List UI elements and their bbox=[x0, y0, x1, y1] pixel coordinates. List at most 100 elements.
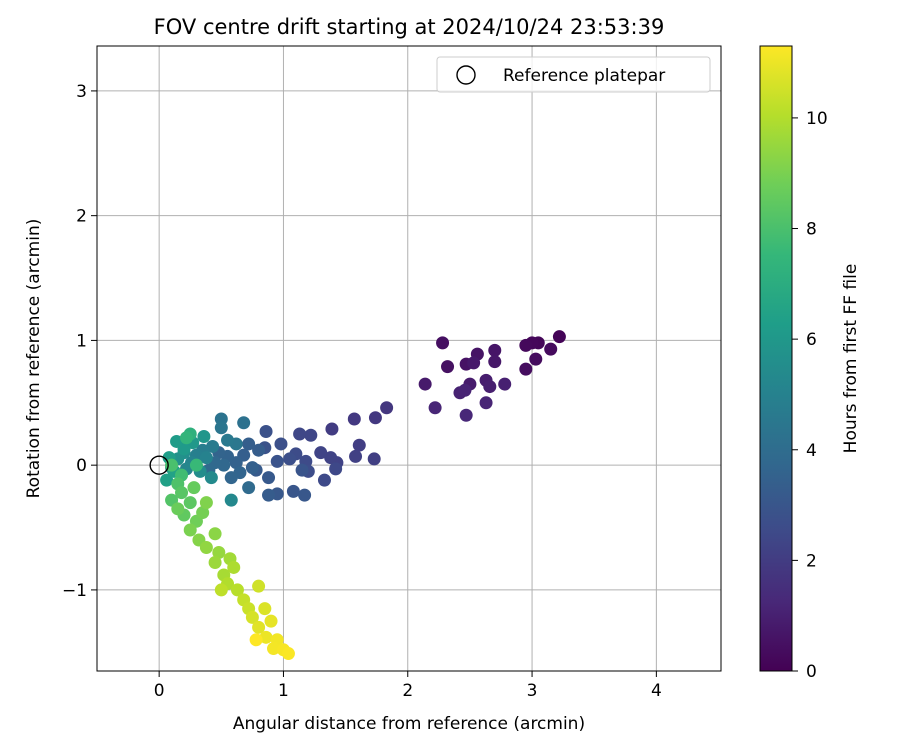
x-axis-ticks: 0 1 2 3 4 bbox=[154, 671, 662, 701]
data-point bbox=[230, 583, 244, 597]
data-point bbox=[418, 377, 432, 391]
data-point bbox=[428, 401, 442, 415]
colorbar-tick-label: 0 bbox=[806, 662, 817, 682]
data-point bbox=[183, 496, 197, 510]
data-point bbox=[170, 434, 184, 448]
data-point bbox=[458, 383, 472, 397]
data-point bbox=[329, 462, 343, 476]
colorbar-ticks: 0 2 4 6 8 10 bbox=[792, 109, 828, 682]
data-point bbox=[352, 438, 366, 452]
data-point bbox=[175, 486, 189, 500]
x-tick-label: 4 bbox=[651, 681, 662, 701]
colorbar: 0 2 4 6 8 10 Hours from first FF file bbox=[759, 45, 861, 682]
colorbar-frame bbox=[759, 45, 793, 672]
data-point bbox=[199, 451, 213, 465]
y-tick-label: 1 bbox=[76, 331, 87, 351]
data-point bbox=[488, 355, 502, 369]
data-point bbox=[467, 356, 481, 370]
data-point bbox=[214, 421, 228, 435]
data-point bbox=[498, 377, 512, 391]
scatter-points bbox=[160, 330, 566, 661]
data-point bbox=[252, 579, 266, 593]
data-point bbox=[189, 458, 203, 472]
y-tick-label: 0 bbox=[76, 456, 87, 476]
data-point bbox=[281, 647, 295, 661]
data-point bbox=[264, 614, 278, 628]
data-point bbox=[183, 523, 197, 537]
data-point bbox=[199, 540, 213, 554]
data-point bbox=[483, 380, 497, 394]
data-point bbox=[368, 411, 382, 425]
colorbar-fill bbox=[760, 46, 792, 671]
colorbar-tick-label: 2 bbox=[806, 551, 817, 571]
data-point bbox=[242, 437, 256, 451]
data-point bbox=[274, 437, 288, 451]
data-point bbox=[349, 449, 363, 463]
plot-frame bbox=[96, 45, 722, 672]
data-point bbox=[160, 473, 174, 487]
data-point bbox=[347, 412, 361, 426]
data-point bbox=[436, 336, 450, 350]
data-point bbox=[171, 502, 185, 516]
data-point bbox=[325, 422, 339, 436]
x-axis-label: Angular distance from reference (arcmin) bbox=[233, 714, 585, 734]
data-point bbox=[380, 401, 394, 415]
y-tick-label: 2 bbox=[76, 207, 87, 227]
reference-platepar-marker bbox=[149, 455, 169, 475]
data-point bbox=[298, 488, 312, 502]
data-point bbox=[197, 429, 211, 443]
data-point bbox=[262, 488, 276, 502]
data-point bbox=[286, 484, 300, 498]
data-point bbox=[204, 471, 218, 485]
data-point bbox=[314, 446, 328, 460]
data-point bbox=[227, 560, 241, 574]
data-point bbox=[367, 452, 381, 466]
legend-label-reference-platepar: Reference platepar bbox=[503, 66, 665, 86]
data-point bbox=[258, 602, 272, 616]
data-point bbox=[529, 352, 543, 366]
data-point bbox=[245, 610, 259, 624]
data-point bbox=[267, 642, 281, 656]
data-point bbox=[262, 471, 276, 485]
data-point bbox=[206, 439, 220, 453]
colorbar-tick-label: 4 bbox=[806, 441, 817, 461]
data-point bbox=[221, 433, 235, 447]
data-point bbox=[242, 481, 256, 495]
data-point bbox=[237, 416, 251, 430]
data-point bbox=[245, 461, 259, 475]
y-axis-label: Rotation from reference (arcmin) bbox=[24, 219, 44, 499]
colorbar-label: Hours from first FF file bbox=[841, 264, 861, 454]
x-tick-label: 0 bbox=[154, 681, 165, 701]
colorbar-tick-label: 8 bbox=[806, 220, 817, 240]
data-point bbox=[249, 633, 263, 647]
data-point bbox=[317, 473, 331, 487]
data-point bbox=[224, 493, 238, 507]
data-point bbox=[214, 583, 228, 597]
data-point bbox=[208, 555, 222, 569]
data-point bbox=[179, 431, 193, 445]
data-point bbox=[304, 428, 318, 442]
y-tick-label: 3 bbox=[76, 82, 87, 102]
y-axis-ticks: −1 0 1 2 3 bbox=[62, 82, 97, 601]
data-point bbox=[479, 396, 493, 410]
data-point bbox=[519, 338, 533, 352]
data-point bbox=[552, 330, 566, 344]
data-point bbox=[270, 454, 284, 468]
data-point bbox=[252, 620, 266, 634]
data-point bbox=[187, 481, 201, 495]
x-tick-label: 2 bbox=[402, 681, 413, 701]
legend: Reference platepar bbox=[436, 56, 711, 93]
grid-lines bbox=[97, 46, 721, 671]
y-tick-label: −1 bbox=[62, 581, 87, 601]
data-point bbox=[196, 506, 210, 520]
colorbar-tick-label: 10 bbox=[806, 109, 828, 129]
data-point bbox=[199, 496, 213, 510]
data-point bbox=[488, 343, 502, 357]
colorbar-tick-label: 6 bbox=[806, 330, 817, 350]
data-point bbox=[259, 424, 273, 438]
data-point bbox=[324, 451, 338, 465]
data-point bbox=[544, 342, 558, 356]
data-point bbox=[165, 458, 179, 472]
data-point bbox=[224, 471, 238, 485]
